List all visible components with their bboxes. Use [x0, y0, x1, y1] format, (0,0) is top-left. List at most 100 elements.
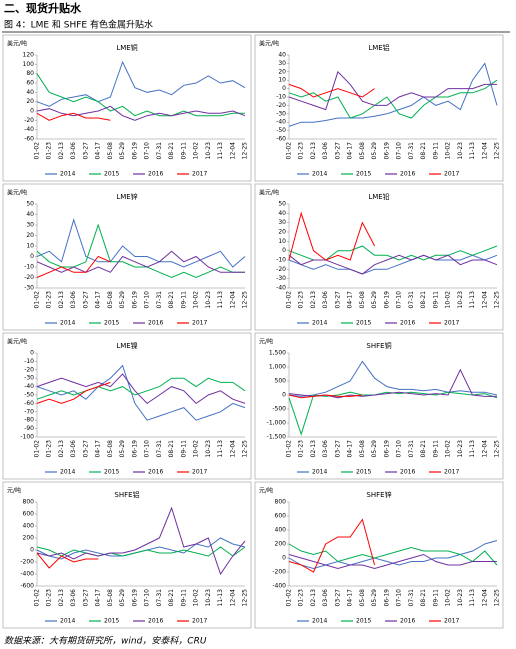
x-tick-label: 02-13 — [310, 291, 317, 309]
x-tick-label: 01-23 — [46, 440, 53, 458]
y-tick-label: -10 — [276, 94, 286, 101]
x-tick-label: 12-04 — [481, 589, 488, 607]
panel-frame — [2, 481, 252, 629]
y-tick-label: 30 — [26, 222, 34, 229]
x-tick-label: 03-06 — [322, 291, 329, 309]
x-tick-label: 11-13 — [217, 440, 224, 458]
y-tick-label: 10 — [278, 77, 286, 84]
y-tick-label: -500 — [272, 406, 286, 413]
y-tick-label: 400 — [23, 523, 35, 530]
y-tick-label: -200 — [272, 569, 286, 576]
chart-title: SHFE铝 — [114, 490, 139, 499]
panel-frame — [2, 34, 252, 182]
x-tick-label: 09-11 — [432, 589, 439, 607]
x-tick-label: 01-23 — [46, 142, 53, 160]
panel-frame — [254, 332, 504, 480]
x-tick-label: 08-21 — [420, 142, 427, 160]
series-line — [288, 62, 498, 127]
y-tick-label: 0 — [282, 85, 286, 92]
y-tick-label: -1,500 — [267, 434, 287, 441]
series-line — [288, 540, 498, 570]
x-tick-label: 10-02 — [193, 589, 200, 607]
y-tick-label: -30 — [276, 275, 286, 282]
chart-title: LME铝 — [368, 43, 389, 52]
y-tick-label: -40 — [24, 383, 34, 390]
x-tick-label: 12-25 — [242, 291, 249, 309]
x-tick-label: 06-19 — [131, 589, 138, 607]
legend-label: 2015 — [356, 469, 371, 476]
y-tick-label: 1,000 — [269, 364, 286, 371]
x-tick-label: 06-19 — [131, 291, 138, 309]
x-tick-label: 01-02 — [34, 142, 41, 160]
x-tick-label: 05-29 — [371, 142, 378, 160]
series-line — [36, 364, 246, 421]
y-tick-label: 40 — [278, 52, 286, 59]
legend-label: 2015 — [104, 618, 119, 625]
x-tick-label: 04-17 — [347, 142, 354, 160]
y-tick-label: -50 — [276, 127, 286, 134]
x-tick-label: 07-31 — [156, 440, 163, 458]
unit-label: 元/吨 — [7, 487, 21, 495]
x-tick-label: 04-17 — [347, 589, 354, 607]
y-tick-label: 0 — [30, 108, 34, 115]
x-tick-label: 10-02 — [445, 589, 452, 607]
legend-label: 2014 — [60, 469, 75, 476]
y-tick-label: 800 — [275, 499, 287, 506]
x-tick-label: 10-02 — [193, 142, 200, 160]
y-tick-label: 30 — [278, 219, 286, 226]
x-tick-label: 11-13 — [217, 589, 224, 607]
x-tick-label: 07-31 — [156, 291, 163, 309]
legend-label: 2016 — [400, 171, 415, 178]
x-tick-label: 05-29 — [119, 440, 126, 458]
x-tick-label: 07-31 — [156, 142, 163, 160]
y-tick-label: 0 — [282, 392, 286, 399]
x-tick-label: 08-21 — [420, 589, 427, 607]
legend-label: 2014 — [60, 171, 75, 178]
x-tick-label: 01-23 — [46, 291, 53, 309]
y-tick-label: 120 — [23, 52, 35, 59]
legend-label: 2017 — [444, 469, 459, 476]
legend-label: 2015 — [104, 469, 119, 476]
y-tick-label: -1,000 — [267, 420, 287, 427]
x-tick-label: 02-13 — [58, 589, 65, 607]
x-tick-label: 10-02 — [445, 440, 452, 458]
unit-label: 美元/吨 — [259, 189, 279, 197]
x-tick-label: 07-10 — [144, 142, 151, 160]
x-tick-label: 04-17 — [95, 440, 102, 458]
series-line — [36, 373, 246, 405]
legend-label: 2014 — [312, 320, 327, 327]
x-tick-label: 11-13 — [469, 291, 476, 309]
x-tick-label: 08-21 — [168, 142, 175, 160]
y-tick-label: -90 — [24, 425, 34, 432]
x-tick-label: 02-13 — [310, 589, 317, 607]
x-tick-label: 10-02 — [193, 291, 200, 309]
x-tick-label: 04-17 — [95, 291, 102, 309]
y-tick-label: 400 — [275, 527, 287, 534]
series-line — [288, 394, 363, 399]
series-line — [288, 211, 376, 261]
legend-label: 2016 — [400, 320, 415, 327]
x-tick-label: 01-23 — [298, 142, 305, 160]
x-tick-label: 09-11 — [180, 291, 187, 309]
y-tick-label: 40 — [278, 210, 286, 217]
x-tick-label: 11-13 — [217, 291, 224, 309]
x-tick-label: 05-29 — [119, 142, 126, 160]
x-tick-label: 03-27 — [82, 589, 89, 607]
y-tick-label: -60 — [24, 400, 34, 407]
x-tick-label: 07-10 — [396, 589, 403, 607]
y-tick-label: 20 — [278, 229, 286, 236]
x-tick-label: 03-27 — [334, 589, 341, 607]
y-tick-label: 20 — [278, 68, 286, 75]
x-tick-label: 11-13 — [217, 142, 224, 160]
x-tick-label: 05-29 — [119, 589, 126, 607]
series-line — [36, 546, 246, 557]
y-tick-label: 10 — [26, 243, 34, 250]
x-tick-label: 11-13 — [469, 440, 476, 458]
x-tick-label: 12-04 — [481, 142, 488, 160]
x-tick-label: 10-23 — [205, 589, 212, 607]
x-tick-label: 11-13 — [469, 589, 476, 607]
x-tick-label: 05-08 — [107, 291, 114, 309]
x-tick-label: 03-27 — [334, 142, 341, 160]
y-tick-label: -400 — [272, 583, 286, 590]
legend-label: 2017 — [192, 469, 207, 476]
